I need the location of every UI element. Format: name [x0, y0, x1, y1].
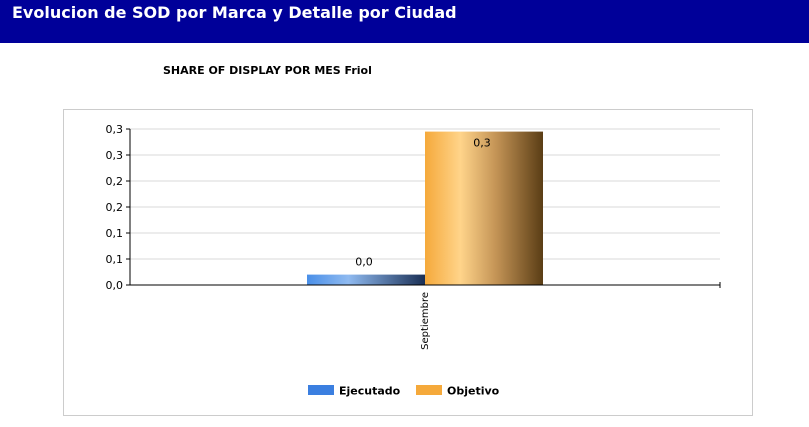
- legend-swatch-ejecutado: [308, 385, 334, 395]
- bar-ejecutado: [307, 274, 425, 285]
- y-tick-label: 0,0: [106, 279, 124, 292]
- page-header: Evolucion de SOD por Marca y Detalle por…: [0, 0, 809, 43]
- data-label-objetivo: 0,3: [473, 137, 491, 150]
- legend-label-ejecutado: Ejecutado: [339, 385, 401, 398]
- chart-frame: [63, 109, 753, 416]
- page-title: Evolucion de SOD por Marca y Detalle por…: [12, 3, 457, 22]
- y-tick-label: 0,2: [106, 175, 124, 188]
- y-tick-label: 0,1: [106, 227, 124, 240]
- chart-title: SHARE OF DISPLAY POR MES Friol: [163, 64, 372, 77]
- y-tick-label: 0,3: [106, 123, 124, 136]
- data-label-ejecutado: 0,0: [355, 256, 373, 269]
- y-tick-label: 0,3: [106, 149, 124, 162]
- legend-swatch-objetivo: [416, 385, 442, 395]
- legend-label-objetivo: Objetivo: [447, 385, 500, 398]
- y-tick-label: 0,2: [106, 201, 124, 214]
- x-category-label: Septiembre: [420, 292, 431, 350]
- bar-objetivo: [425, 131, 543, 285]
- y-tick-label: 0,1: [106, 253, 124, 266]
